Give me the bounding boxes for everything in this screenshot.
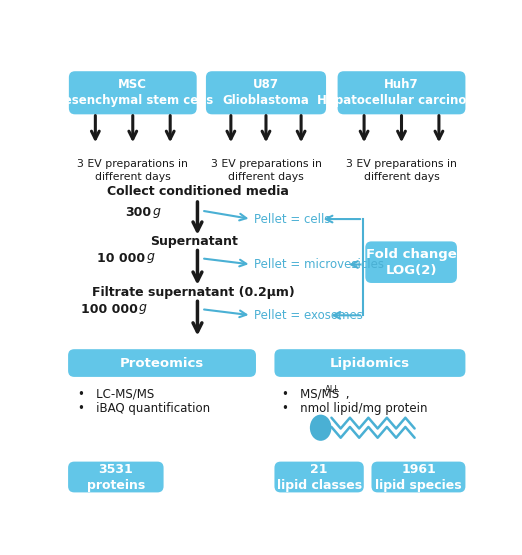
FancyArrowPatch shape bbox=[227, 115, 235, 139]
Text: Lipidomics: Lipidomics bbox=[330, 356, 410, 370]
FancyBboxPatch shape bbox=[372, 462, 466, 492]
Text: 3 EV preparations in
different days: 3 EV preparations in different days bbox=[77, 159, 188, 182]
Text: 100 000: 100 000 bbox=[80, 302, 137, 316]
Text: 21
lipid classes: 21 lipid classes bbox=[277, 462, 362, 492]
Text: 1961
lipid species: 1961 lipid species bbox=[375, 462, 462, 492]
FancyArrowPatch shape bbox=[193, 202, 202, 231]
Text: Pellet = microvesicles: Pellet = microvesicles bbox=[254, 258, 384, 271]
FancyArrowPatch shape bbox=[334, 312, 360, 319]
FancyArrowPatch shape bbox=[297, 115, 305, 139]
FancyBboxPatch shape bbox=[365, 241, 457, 283]
FancyBboxPatch shape bbox=[69, 71, 197, 114]
Text: Fold change
LOG(2): Fold change LOG(2) bbox=[366, 248, 457, 277]
FancyArrowPatch shape bbox=[351, 261, 360, 268]
Text: 3 EV preparations in
different days: 3 EV preparations in different days bbox=[346, 159, 457, 182]
Text: Proteomics: Proteomics bbox=[120, 356, 204, 370]
FancyBboxPatch shape bbox=[275, 462, 364, 492]
Text: ALL: ALL bbox=[325, 385, 339, 395]
Text: •   iBAQ quantification: • iBAQ quantification bbox=[78, 402, 210, 415]
FancyArrowPatch shape bbox=[435, 115, 443, 139]
FancyArrowPatch shape bbox=[193, 301, 202, 332]
FancyArrowPatch shape bbox=[360, 115, 368, 139]
FancyBboxPatch shape bbox=[206, 71, 326, 114]
Text: U87
Glioblastoma: U87 Glioblastoma bbox=[222, 78, 310, 107]
Text: Collect conditioned media: Collect conditioned media bbox=[106, 185, 288, 198]
Ellipse shape bbox=[310, 415, 331, 441]
Text: 3531
proteins: 3531 proteins bbox=[87, 462, 145, 492]
Text: •   MS/MS: • MS/MS bbox=[282, 388, 339, 401]
FancyArrowPatch shape bbox=[262, 115, 270, 139]
Text: $\it{g}$: $\it{g}$ bbox=[152, 206, 161, 220]
Text: ,: , bbox=[342, 388, 350, 401]
FancyBboxPatch shape bbox=[68, 462, 163, 492]
Text: MSC
Mesenchymal stem cells: MSC Mesenchymal stem cells bbox=[52, 78, 213, 107]
FancyBboxPatch shape bbox=[338, 71, 466, 114]
FancyArrowPatch shape bbox=[204, 259, 246, 266]
Text: 3 EV preparations in
different days: 3 EV preparations in different days bbox=[210, 159, 322, 182]
Text: $\it{g}$: $\it{g}$ bbox=[146, 251, 156, 265]
FancyArrowPatch shape bbox=[167, 115, 174, 139]
FancyBboxPatch shape bbox=[275, 349, 466, 377]
FancyArrowPatch shape bbox=[398, 115, 406, 139]
Text: •   LC-MS/MS: • LC-MS/MS bbox=[78, 388, 155, 401]
Text: 300: 300 bbox=[125, 206, 151, 219]
Text: •   nmol lipid/mg protein: • nmol lipid/mg protein bbox=[282, 402, 428, 415]
Text: Supernatant: Supernatant bbox=[150, 235, 238, 248]
Text: Pellet = exosomes: Pellet = exosomes bbox=[254, 309, 363, 322]
Text: 10 000: 10 000 bbox=[97, 252, 145, 265]
FancyBboxPatch shape bbox=[68, 349, 256, 377]
FancyArrowPatch shape bbox=[129, 115, 137, 139]
Text: Pellet = cells: Pellet = cells bbox=[254, 213, 330, 225]
FancyArrowPatch shape bbox=[204, 310, 246, 317]
FancyArrowPatch shape bbox=[204, 211, 246, 220]
Text: $\it{g}$: $\it{g}$ bbox=[138, 302, 148, 316]
FancyArrowPatch shape bbox=[91, 115, 99, 139]
FancyArrowPatch shape bbox=[193, 250, 202, 281]
Text: Huh7
Hepatocellular carcinoma: Huh7 Hepatocellular carcinoma bbox=[317, 78, 487, 107]
Text: Filtrate supernatant (0.2μm): Filtrate supernatant (0.2μm) bbox=[92, 286, 295, 299]
FancyArrowPatch shape bbox=[326, 216, 360, 223]
